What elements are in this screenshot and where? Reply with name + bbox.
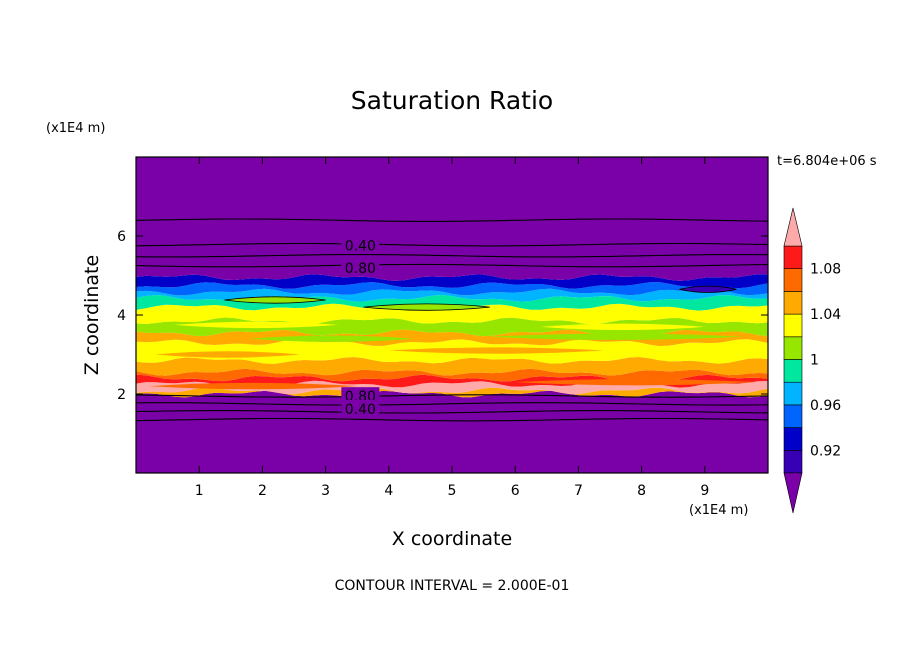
colorbar-box xyxy=(783,291,803,315)
y-axis-unit: (x1E4 m) xyxy=(46,121,106,136)
contour-line xyxy=(136,394,768,398)
colorbar-box xyxy=(783,427,803,451)
field-band xyxy=(136,368,768,382)
contour-line xyxy=(136,417,768,422)
time-label: t=6.804e+06 s xyxy=(777,154,877,169)
y-tick-label: 4 xyxy=(117,308,126,324)
contour-line xyxy=(136,402,768,406)
contour-label-bg xyxy=(341,387,380,403)
field-streak xyxy=(173,321,339,329)
field-band xyxy=(136,288,768,302)
chart-title: Saturation Ratio xyxy=(350,86,554,115)
field-band xyxy=(136,329,768,346)
field-band xyxy=(136,374,768,388)
x-tick-label: 9 xyxy=(700,483,709,499)
colorbar-box xyxy=(783,381,803,406)
contour-line xyxy=(136,263,768,268)
x-tick-label: 4 xyxy=(384,483,393,499)
field-streak xyxy=(154,351,301,358)
field-band xyxy=(136,387,768,398)
x-tick-label: 2 xyxy=(258,483,267,499)
field-band xyxy=(136,357,768,376)
x-tick-label: 7 xyxy=(574,483,583,499)
colorbar-box xyxy=(783,359,803,383)
contour-line xyxy=(136,242,768,247)
plot-axes: 1 2 3 4 5 6 7 8 9 2 4 6 xyxy=(117,156,769,499)
field-streak xyxy=(679,285,737,293)
field-streak xyxy=(489,333,743,340)
colorbar-label: 1.08 xyxy=(810,262,841,278)
field-band xyxy=(136,157,768,281)
field-streak xyxy=(249,335,415,342)
x-tick-label: 6 xyxy=(511,483,520,499)
field-streak xyxy=(148,382,358,390)
colorbar-label: 1.04 xyxy=(810,307,841,323)
colorbar-label: 0.92 xyxy=(810,443,841,459)
contour-label: 0.40 xyxy=(345,402,376,418)
x-tick-label: 5 xyxy=(448,483,457,499)
field-streak xyxy=(388,347,604,354)
colorbar: 0.92 0.96 1 1.04 1.08 xyxy=(783,207,841,514)
contour-interval-note: CONTOUR INTERVAL = 2.000E-01 xyxy=(334,578,570,594)
contour-label: 0.80 xyxy=(345,261,376,277)
colorbar-box xyxy=(783,268,803,292)
x-tick-label: 3 xyxy=(321,483,330,499)
field-streak xyxy=(224,296,326,304)
contour-label-bg xyxy=(341,258,380,274)
x-axis-label: X coordinate xyxy=(391,528,513,550)
field-streak xyxy=(540,323,705,331)
colorbar-max-arrow xyxy=(783,207,803,247)
colorbar-label: 0.96 xyxy=(810,398,841,414)
field-band xyxy=(136,282,768,296)
contour-label-bg xyxy=(341,236,380,252)
field-band xyxy=(136,303,768,325)
field-streak xyxy=(363,303,490,311)
colorbar-label: 1 xyxy=(810,353,819,369)
colorbar-min-arrow xyxy=(783,472,803,514)
field-streak xyxy=(515,378,756,386)
colorbar-box xyxy=(783,245,803,270)
contour-field xyxy=(136,157,768,473)
x-tick-label: 8 xyxy=(637,483,646,499)
y-tick-label: 6 xyxy=(117,229,126,245)
colorbar-box xyxy=(783,336,803,360)
colorbar-box xyxy=(783,313,803,338)
contour-line xyxy=(136,254,768,258)
field-band xyxy=(136,274,768,289)
contour-line xyxy=(136,410,768,414)
colorbar-box xyxy=(783,404,803,428)
x-axis-unit: (x1E4 m) xyxy=(689,503,749,518)
x-tick-label: 1 xyxy=(195,483,204,499)
contour-label: 0.40 xyxy=(345,239,376,255)
y-tick-label: 2 xyxy=(117,387,126,403)
contour-label-bg xyxy=(341,399,380,415)
contour-line xyxy=(136,218,768,222)
field-band xyxy=(136,317,768,337)
colorbar-box xyxy=(783,449,803,474)
contour-lines: 0.400.800.800.40 xyxy=(136,218,768,422)
